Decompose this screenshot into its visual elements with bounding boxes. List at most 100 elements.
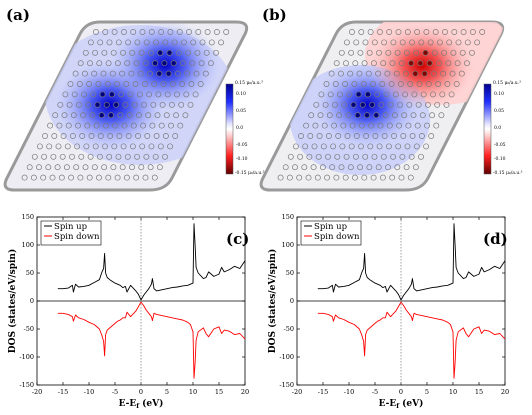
atom (352, 153, 359, 160)
atom (188, 81, 195, 87)
atom (157, 49, 164, 56)
atom (458, 70, 465, 77)
atom (65, 122, 72, 129)
atom (398, 60, 405, 67)
atom (207, 60, 214, 67)
atom (455, 39, 462, 46)
atom (343, 39, 350, 46)
atom (151, 174, 158, 181)
atom (109, 70, 116, 77)
atom (69, 153, 75, 160)
atom (62, 91, 69, 98)
y-tick-label: -100 (279, 353, 294, 361)
atom (352, 174, 358, 181)
atom (88, 133, 95, 139)
atom (384, 70, 391, 77)
atom (439, 91, 446, 98)
colorbar-a-tick: 0.0 (236, 125, 243, 131)
atom (418, 133, 425, 139)
atom (46, 143, 53, 150)
atom (363, 133, 370, 139)
atom (26, 164, 33, 171)
atom (353, 133, 360, 139)
atom (45, 164, 52, 171)
atom (140, 122, 147, 129)
atom (433, 122, 440, 129)
atom (197, 81, 204, 87)
atom (342, 81, 349, 87)
atom (382, 112, 389, 119)
atom (101, 164, 108, 171)
atom (127, 91, 134, 98)
atom (102, 122, 109, 129)
atom (180, 60, 186, 67)
atom (64, 143, 71, 150)
atom (319, 164, 326, 171)
atom (474, 39, 481, 46)
atom (421, 70, 428, 77)
x-tick-label: -5 (372, 388, 378, 396)
atom (122, 101, 129, 108)
atom (426, 60, 433, 67)
atom (83, 143, 90, 150)
atom (85, 101, 92, 108)
atom (469, 29, 476, 35)
x-tick-label: 10 (189, 388, 197, 396)
atom (129, 164, 135, 171)
panel-label-d: (d) (483, 230, 508, 248)
atom (427, 39, 434, 46)
atom (147, 164, 154, 171)
x-tick-label: -15 (318, 388, 328, 396)
x-tick-label: -20 (32, 388, 42, 396)
atom (169, 81, 176, 87)
atom (133, 60, 140, 67)
atom (84, 122, 91, 129)
atom (156, 164, 163, 171)
x-axis-label-tail: (eV) (139, 398, 163, 409)
atom (367, 143, 374, 150)
colorbar-b: 0.15 μ₀/a.u.³ 0.10 0.05 0.0 -0.05 -0.10 … (483, 80, 523, 176)
atom (106, 153, 113, 160)
atom (330, 143, 337, 150)
atom (153, 39, 159, 46)
atom (347, 70, 354, 77)
atom (168, 122, 174, 129)
atom (315, 153, 322, 160)
atom (371, 153, 378, 160)
atom (117, 112, 124, 119)
y-tick-label: -150 (19, 381, 34, 389)
atom (297, 153, 304, 160)
atom (166, 49, 173, 56)
atom (86, 174, 93, 181)
x-axis-label-sub: f (396, 402, 400, 410)
atom (58, 174, 65, 181)
atom (417, 60, 424, 67)
atom (394, 49, 401, 56)
atom (129, 143, 136, 150)
atom (394, 164, 401, 171)
atom (403, 49, 410, 56)
atom (114, 60, 121, 67)
x-tick-label: 0 (139, 388, 143, 396)
atom (31, 153, 38, 160)
atom (331, 101, 338, 108)
y-tick-label: 100 (22, 241, 34, 249)
atom (436, 39, 443, 46)
atom (123, 174, 130, 181)
atom (312, 122, 319, 129)
atom (331, 122, 337, 129)
legend-label: Spin up (54, 222, 88, 232)
atom (362, 39, 369, 46)
atom (334, 153, 341, 160)
atom (185, 49, 192, 56)
atom (163, 112, 170, 119)
atom (361, 60, 368, 67)
atom (311, 143, 318, 150)
atom (441, 49, 448, 56)
atom (132, 81, 139, 87)
atom (56, 122, 63, 129)
atom (155, 91, 162, 98)
atom (449, 70, 456, 77)
atom (111, 143, 118, 150)
